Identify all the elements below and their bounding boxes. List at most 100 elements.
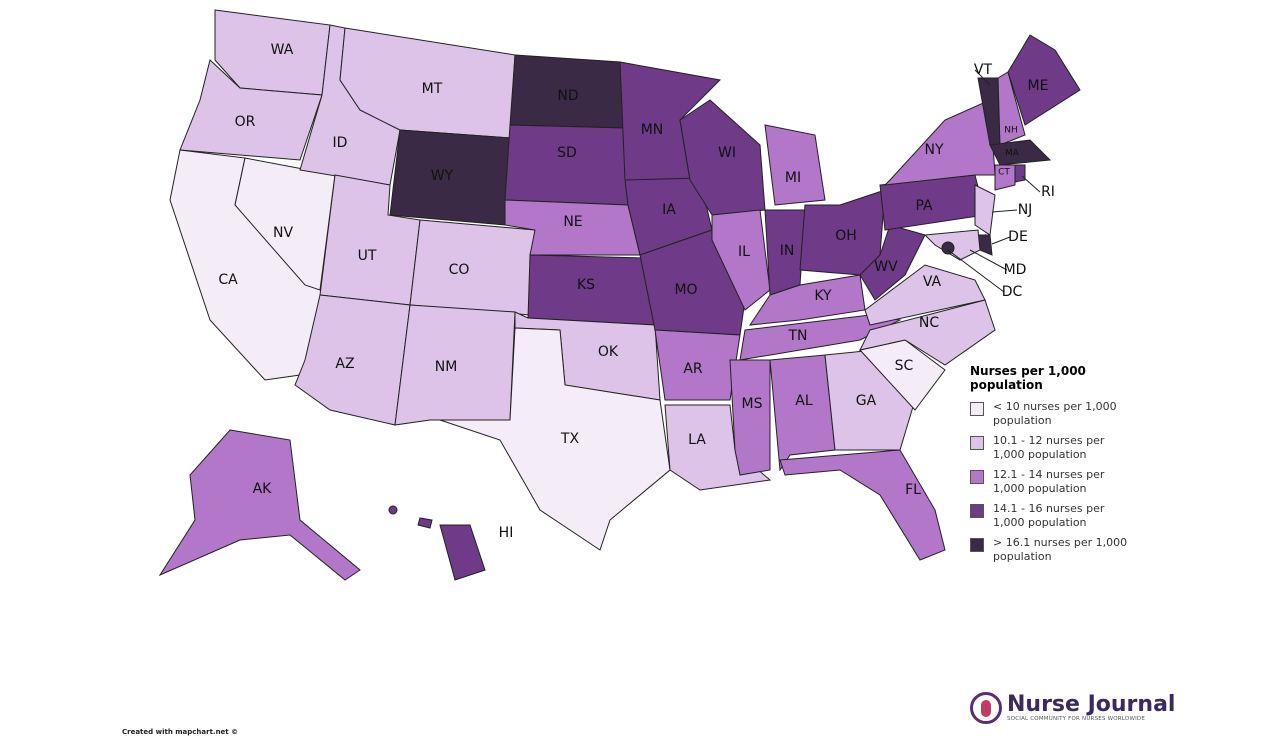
state	[158, 429, 361, 581]
state	[639, 229, 746, 336]
leader-line	[991, 209, 1018, 213]
state	[179, 59, 323, 161]
legend-swatch	[970, 436, 984, 450]
state-label: CA	[218, 272, 238, 288]
state	[764, 124, 826, 206]
state-label: OK	[598, 344, 619, 360]
state-label: ND	[557, 88, 578, 104]
state-label: MS	[742, 396, 763, 412]
state	[977, 234, 993, 256]
state-label: NC	[919, 315, 939, 331]
state-label: IN	[780, 243, 795, 259]
state	[779, 449, 946, 561]
state	[997, 71, 1026, 146]
state-label: LA	[688, 432, 706, 448]
leader-line	[969, 249, 1008, 271]
legend-item: < 10 nurses per 1,000 population	[970, 400, 1160, 428]
state-label: RI	[1041, 184, 1055, 200]
legend-item: 10.1 - 12 nurses per 1,000 population	[970, 434, 1160, 462]
state-label: AL	[795, 393, 813, 409]
state-label: GA	[856, 393, 877, 409]
logo-tagline: SOCIAL COMMUNITY FOR NURSES WORLDWIDE	[1007, 716, 1146, 722]
state-label: ME	[1028, 78, 1049, 94]
legend-label: 14.1 - 16 nurses per 1,000 population	[993, 502, 1105, 529]
state-label: MN	[641, 122, 664, 138]
state-label: KY	[814, 288, 832, 304]
state-label: AZ	[335, 356, 354, 372]
state-label: OR	[235, 114, 256, 130]
state-label: NY	[924, 142, 943, 158]
state	[439, 524, 486, 581]
state-island	[388, 505, 398, 515]
state	[941, 241, 955, 255]
state	[504, 124, 629, 206]
state-label: WV	[874, 259, 898, 275]
state-label: TN	[787, 328, 807, 344]
credit: Created with mapchart.net ©	[122, 728, 239, 736]
state-label: HI	[499, 525, 514, 541]
legend-label: > 16.1 nurses per 1,000 population	[993, 536, 1128, 563]
state-label: CT	[998, 168, 1010, 178]
state-label: TX	[560, 431, 580, 447]
state-label: DE	[1008, 229, 1028, 245]
state	[994, 164, 1016, 191]
state-label: FL	[905, 482, 921, 498]
legend-label: 12.1 - 14 nurses per 1,000 population	[993, 468, 1105, 495]
logo-name: Nurse Journal	[1007, 692, 1176, 717]
legend: Nurses per 1,000 population < 10 nurses …	[970, 364, 1160, 570]
state-label: NM	[435, 359, 458, 375]
state	[654, 329, 741, 401]
state-label: OH	[835, 228, 857, 244]
legend-item: 14.1 - 16 nurses per 1,000 population	[970, 502, 1160, 530]
state-label: CO	[449, 262, 470, 278]
state-label: PA	[915, 198, 933, 214]
leader-line	[1021, 175, 1041, 193]
state-label: UT	[358, 248, 377, 264]
leader-line	[991, 236, 1011, 245]
state-label: IL	[738, 244, 750, 260]
state-label: SC	[895, 358, 914, 374]
state-label: WI	[718, 145, 736, 161]
state	[439, 327, 671, 551]
logo-icon	[970, 692, 1002, 724]
state	[729, 359, 771, 476]
state	[864, 264, 986, 326]
legend-label: < 10 nurses per 1,000 population	[993, 400, 1117, 427]
state-label: SD	[557, 145, 577, 161]
leader-line	[974, 69, 991, 86]
state	[769, 354, 836, 472]
state	[1007, 34, 1081, 126]
legend-swatch	[970, 402, 984, 416]
state-label: NE	[563, 214, 582, 230]
state-label: ID	[333, 135, 348, 151]
state-island	[417, 517, 433, 529]
state-label: NV	[273, 225, 293, 241]
state-label: IA	[662, 202, 676, 218]
legend-item: > 16.1 nurses per 1,000 population	[970, 536, 1160, 564]
state-label: MO	[674, 282, 697, 298]
legend-item: 12.1 - 14 nurses per 1,000 population	[970, 468, 1160, 496]
state	[711, 209, 771, 311]
state	[974, 184, 996, 236]
legend-swatch	[970, 504, 984, 518]
legend-title: Nurses per 1,000 population	[970, 364, 1086, 392]
state	[1014, 164, 1026, 183]
state-label: MT	[422, 81, 443, 97]
state-label: MI	[785, 170, 801, 186]
state-label: MD	[1004, 262, 1027, 278]
state-label: MA	[1005, 149, 1020, 159]
state-label: WA	[271, 42, 294, 58]
logo: Nurse Journal SOCIAL COMMUNITY FOR NURSE…	[970, 692, 1175, 724]
legend-label: 10.1 - 12 nurses per 1,000 population	[993, 434, 1105, 461]
legend-swatch	[970, 470, 984, 484]
state-label: VA	[923, 274, 942, 290]
state-label: DC	[1002, 284, 1023, 300]
state	[989, 139, 1052, 166]
state-label: NH	[1004, 126, 1018, 136]
state-label: AK	[253, 481, 273, 497]
state-label: AR	[683, 361, 703, 377]
state-label: VT	[974, 62, 993, 78]
state	[409, 219, 536, 316]
